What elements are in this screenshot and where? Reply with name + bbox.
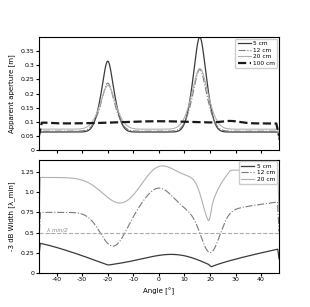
X-axis label: Angle [°]: Angle [°] xyxy=(143,288,175,295)
Legend: 5 cm, 12 cm, 20 cm, 100 cm: 5 cm, 12 cm, 20 cm, 100 cm xyxy=(235,39,277,68)
Legend: 5 cm, 12 cm, 20 cm: 5 cm, 12 cm, 20 cm xyxy=(239,161,277,184)
Y-axis label: -3 dB Width [λ_min]: -3 dB Width [λ_min] xyxy=(9,182,15,251)
Text: λ_min/2: λ_min/2 xyxy=(46,227,68,233)
Y-axis label: Apparent aperture [m]: Apparent aperture [m] xyxy=(9,54,15,133)
